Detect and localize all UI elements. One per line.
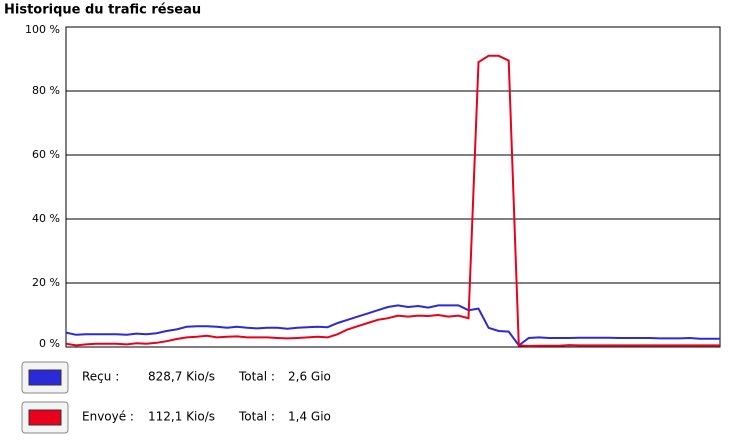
y-tick-label: 20 % [32, 276, 60, 289]
plot-frame [65, 26, 721, 348]
legend-name: Envoyé : [82, 410, 134, 424]
legend-name: Reçu : [82, 370, 119, 384]
legend-rate: 112,1 Kio/s [148, 410, 215, 424]
y-tick-label: 0 % [39, 337, 60, 350]
legend-total: 2,6 Gio [288, 370, 331, 384]
y-tick-label: 40 % [32, 212, 60, 225]
legend-rate: 828,7 Kio/s [148, 370, 215, 384]
series-line [65, 304, 720, 347]
y-tick-label: 60 % [32, 148, 60, 161]
legend-total-label: Total : [238, 410, 275, 424]
y-tick-label: 100 % [25, 23, 60, 36]
legend-total: 1,4 Gio [288, 410, 331, 424]
chart-title: Historique du trafic réseau [4, 3, 201, 18]
y-tick-label: 80 % [32, 84, 60, 97]
legend-total-label: Total : [238, 370, 275, 384]
legend-swatch [28, 409, 62, 426]
legend-swatch [28, 369, 62, 386]
series-line [65, 54, 720, 348]
